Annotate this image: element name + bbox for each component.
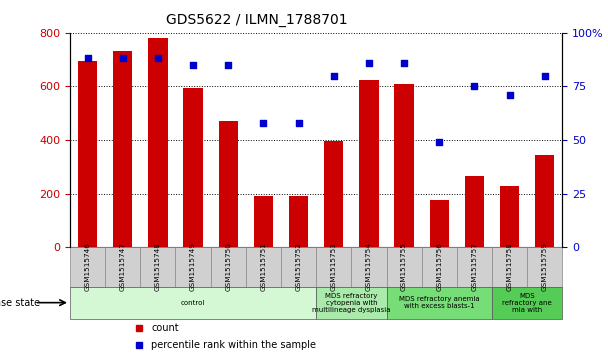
Text: GSM1515750: GSM1515750 bbox=[225, 242, 231, 291]
Bar bbox=[527, 247, 562, 286]
Bar bbox=[492, 247, 527, 286]
Point bbox=[118, 56, 128, 61]
Bar bbox=[218, 121, 238, 247]
Title: GDS5622 / ILMN_1788701: GDS5622 / ILMN_1788701 bbox=[166, 13, 348, 27]
Bar bbox=[281, 247, 316, 286]
Point bbox=[540, 73, 550, 78]
Bar bbox=[70, 286, 316, 319]
Text: GSM1515757: GSM1515757 bbox=[471, 242, 477, 291]
Point bbox=[399, 60, 409, 66]
Bar bbox=[176, 247, 210, 286]
Bar bbox=[430, 200, 449, 247]
Text: GSM1515758: GSM1515758 bbox=[506, 242, 513, 291]
Text: GSM1515756: GSM1515756 bbox=[437, 242, 442, 291]
Bar bbox=[465, 176, 484, 247]
Point bbox=[188, 62, 198, 68]
Text: GSM1515748: GSM1515748 bbox=[155, 242, 161, 291]
Bar bbox=[324, 141, 344, 247]
Point bbox=[83, 56, 92, 61]
Text: GSM1515755: GSM1515755 bbox=[401, 242, 407, 291]
Point bbox=[329, 73, 339, 78]
Point bbox=[364, 60, 374, 66]
Point bbox=[434, 139, 444, 145]
Bar bbox=[70, 247, 105, 286]
Text: GSM1515752: GSM1515752 bbox=[295, 242, 302, 291]
Bar bbox=[254, 196, 273, 247]
Text: disease state: disease state bbox=[0, 298, 40, 308]
Text: count: count bbox=[151, 323, 179, 333]
Text: GSM1515751: GSM1515751 bbox=[260, 242, 266, 291]
Text: GSM1515754: GSM1515754 bbox=[366, 242, 372, 291]
Bar bbox=[184, 87, 202, 247]
Bar bbox=[351, 247, 387, 286]
Bar bbox=[359, 79, 379, 247]
Bar bbox=[105, 247, 140, 286]
Bar bbox=[210, 247, 246, 286]
Bar bbox=[387, 247, 422, 286]
Text: MDS refractory anemia
with excess blasts-1: MDS refractory anemia with excess blasts… bbox=[399, 296, 480, 309]
Point bbox=[469, 83, 479, 89]
Text: MDS
refractory ane
mia with: MDS refractory ane mia with bbox=[502, 293, 552, 313]
Text: GSM1515759: GSM1515759 bbox=[542, 242, 548, 291]
Text: GSM1515753: GSM1515753 bbox=[331, 242, 337, 291]
Bar bbox=[316, 247, 351, 286]
Bar bbox=[140, 247, 176, 286]
Point bbox=[258, 120, 268, 126]
Point bbox=[294, 120, 303, 126]
Bar bbox=[289, 196, 308, 247]
Bar bbox=[316, 286, 387, 319]
Bar bbox=[422, 247, 457, 286]
Text: percentile rank within the sample: percentile rank within the sample bbox=[151, 340, 316, 350]
Bar bbox=[387, 286, 492, 319]
Bar bbox=[113, 52, 133, 247]
Text: GSM1515747: GSM1515747 bbox=[120, 242, 126, 291]
Text: GSM1515749: GSM1515749 bbox=[190, 242, 196, 291]
Text: MDS refractory
cytopenia with
multilineage dysplasia: MDS refractory cytopenia with multilinea… bbox=[312, 293, 390, 313]
Bar bbox=[492, 286, 562, 319]
Bar bbox=[246, 247, 281, 286]
Text: control: control bbox=[181, 299, 206, 306]
Point bbox=[505, 92, 514, 98]
Bar bbox=[535, 155, 554, 247]
Point bbox=[153, 56, 163, 61]
Bar bbox=[148, 38, 168, 247]
Bar bbox=[457, 247, 492, 286]
Point bbox=[223, 62, 233, 68]
Bar bbox=[78, 61, 97, 247]
Text: GSM1515746: GSM1515746 bbox=[85, 242, 91, 291]
Bar bbox=[395, 83, 414, 247]
Bar bbox=[500, 185, 519, 247]
